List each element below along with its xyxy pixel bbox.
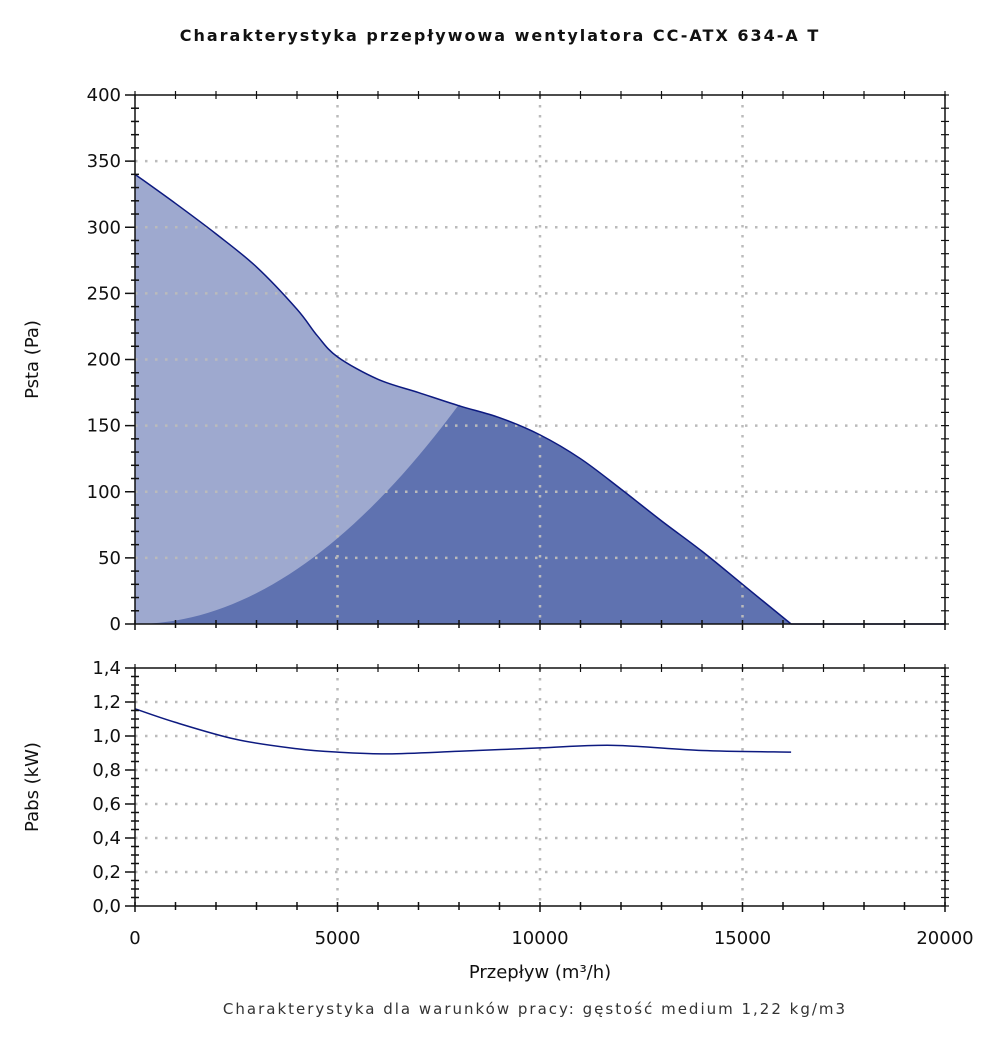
y-tick-label: 100 xyxy=(87,482,121,503)
fan-curve-line xyxy=(134,173,945,625)
y-tick-label: 0,8 xyxy=(92,760,121,781)
y-tick-label: 0 xyxy=(110,614,121,635)
fan-area-light xyxy=(135,174,462,624)
y-tick-label: 150 xyxy=(87,416,121,437)
y-tick-label: 200 xyxy=(87,350,121,371)
x-tick-label: 10000 xyxy=(511,928,568,949)
y-tick-label: 1,4 xyxy=(92,658,121,679)
footnote: Charakterystyka dla warunków pracy: gęst… xyxy=(222,1000,848,1018)
y-axis-label: Pabs (kW) xyxy=(22,742,43,832)
y-axis-label: Psta (Pa) xyxy=(22,320,43,399)
y-tick-label: 0,4 xyxy=(92,828,121,849)
y-tick-label: 50 xyxy=(98,548,121,569)
y-tick-label: 1,2 xyxy=(92,692,121,713)
y-tick-label: 350 xyxy=(87,151,121,172)
y-tick-label: 0,6 xyxy=(92,794,121,815)
x-axis-label: Przepływ (m³/h) xyxy=(469,962,611,983)
y-tick-label: 0,2 xyxy=(92,862,121,883)
x-tick-label: 5000 xyxy=(315,928,361,949)
y-tick-label: 0,0 xyxy=(92,896,121,917)
x-tick-label: 0 xyxy=(129,928,140,949)
x-tick-label: 20000 xyxy=(916,928,973,949)
y-tick-label: 250 xyxy=(87,283,121,304)
y-tick-label: 1,0 xyxy=(92,726,121,747)
y-tick-label: 300 xyxy=(87,217,121,238)
y-tick-label: 400 xyxy=(87,85,121,106)
power-curve-line xyxy=(134,708,792,755)
chart-title: Charakterystyka przepływowa wentylatora … xyxy=(179,26,821,45)
x-tick-label: 15000 xyxy=(714,928,771,949)
